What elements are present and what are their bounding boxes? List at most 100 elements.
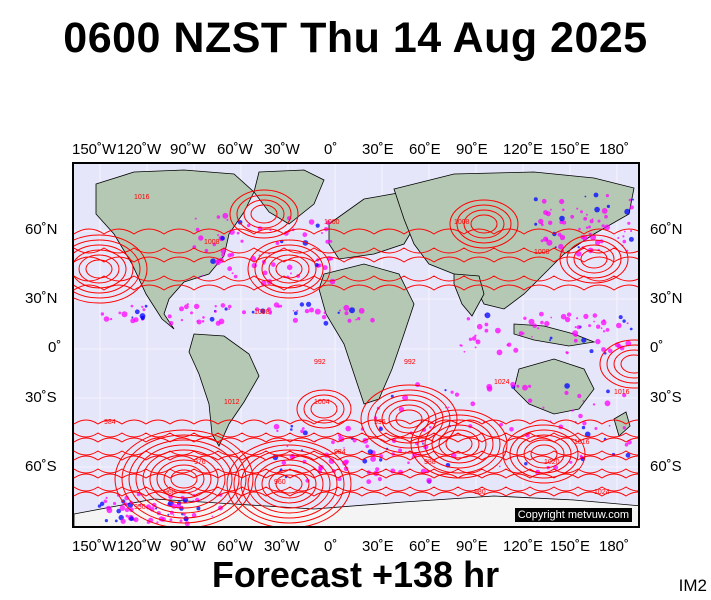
rain-cell [345, 425, 352, 432]
isobar [74, 228, 638, 235]
map-canvas: 1016 1008 1000 992 984 976 968 960 950 1024 1012 10… [74, 164, 638, 526]
lon-label: 90˚E [456, 141, 488, 158]
rain-cell [276, 429, 279, 433]
rain-cell [196, 506, 201, 511]
rain-cell [585, 213, 588, 216]
lon-label: 150˚E [550, 141, 591, 158]
isobar-label: 960 [274, 479, 286, 486]
isobar [229, 189, 299, 239]
rain-cell [362, 458, 368, 464]
rain-cell [116, 508, 121, 514]
rain-cell [121, 311, 128, 318]
rain-cell [528, 318, 535, 325]
weather-map: 1016 1008 1000 992 984 976 968 960 950 1024 1012 10… [72, 162, 640, 528]
rain-cell [495, 327, 501, 334]
rain-cell [562, 220, 567, 225]
rain-cell [624, 208, 631, 215]
lat-label: 30˚N [650, 290, 683, 307]
rain-cell [201, 320, 205, 323]
rain-cell [460, 344, 463, 347]
rain-cell [103, 499, 108, 504]
rain-cell [194, 217, 197, 220]
isobar [78, 254, 120, 284]
rain-cell [212, 242, 217, 247]
rain-cell [279, 468, 283, 472]
rain-cell [564, 316, 571, 323]
isobar [431, 424, 487, 464]
rain-cell [155, 507, 158, 510]
rain-cell [286, 445, 289, 448]
isobar-label: 1024 [594, 489, 610, 496]
rain-cell [537, 327, 540, 330]
lat-label: 30˚S [650, 389, 682, 406]
rain-cell [296, 309, 299, 312]
rain-cell [484, 328, 489, 333]
isobar [367, 389, 451, 449]
rain-cell [531, 336, 533, 338]
rain-cell [367, 449, 373, 455]
lon-label: 60˚W [217, 538, 253, 555]
rain-cell [593, 192, 599, 198]
lon-label: 90˚W [170, 141, 206, 158]
rain-cell [616, 322, 622, 329]
rain-cell [130, 304, 134, 308]
isobar [268, 254, 310, 284]
isobar-label: 984 [334, 449, 346, 456]
rain-cell [628, 198, 632, 202]
isobar [254, 244, 324, 294]
rain-cell [323, 320, 329, 326]
isobar [445, 434, 473, 454]
new-zealand [613, 411, 631, 437]
rain-cell [622, 393, 627, 398]
isobar [236, 194, 292, 234]
lon-label: 30˚W [264, 538, 300, 555]
rain-cell [113, 501, 117, 506]
rain-cell [559, 234, 566, 241]
isobar [74, 239, 141, 299]
rain-cell [240, 239, 244, 243]
rain-cell [562, 208, 565, 212]
rain-cell [589, 219, 594, 224]
rain-cell [133, 317, 139, 323]
rain-cell [344, 311, 349, 316]
rain-cell [622, 239, 627, 244]
isobar-label: 992 [314, 359, 326, 366]
rain-cell [426, 477, 432, 484]
rain-cell [575, 251, 582, 257]
rain-cell [506, 344, 509, 347]
indonesia [513, 323, 596, 347]
rain-cell [355, 318, 358, 321]
rain-cell [522, 384, 528, 391]
rain-cell [560, 313, 567, 320]
isobar [74, 437, 638, 443]
rain-cell [422, 443, 424, 445]
rain-cell [191, 513, 197, 518]
rain-cell [564, 383, 570, 389]
rain-cell [583, 216, 588, 221]
isobar [296, 389, 352, 429]
rain-cell [302, 430, 308, 436]
rain-cell [133, 517, 139, 523]
rain-cell [347, 318, 352, 323]
asia [393, 171, 635, 310]
rain-cell [195, 227, 200, 232]
isobar-label: 1008 [204, 239, 220, 246]
rain-cell [577, 393, 582, 399]
rain-cell [171, 503, 177, 509]
lon-label: 60˚W [217, 141, 253, 158]
isobar [243, 199, 285, 229]
image-tag: IM2 [678, 576, 707, 595]
rain-cell [593, 320, 595, 323]
rain-cell [183, 513, 186, 516]
rain-cell [608, 424, 611, 427]
isobar-label: 980 [474, 489, 486, 496]
isobar [74, 275, 638, 282]
isobar [74, 468, 638, 474]
rain-cell [227, 304, 232, 309]
isobar [275, 474, 303, 494]
lon-label: 120˚W [117, 538, 162, 555]
rain-cell [192, 499, 195, 502]
rain-cell [255, 307, 260, 312]
rain-cell [233, 274, 238, 279]
lat-label: 60˚N [650, 221, 683, 238]
